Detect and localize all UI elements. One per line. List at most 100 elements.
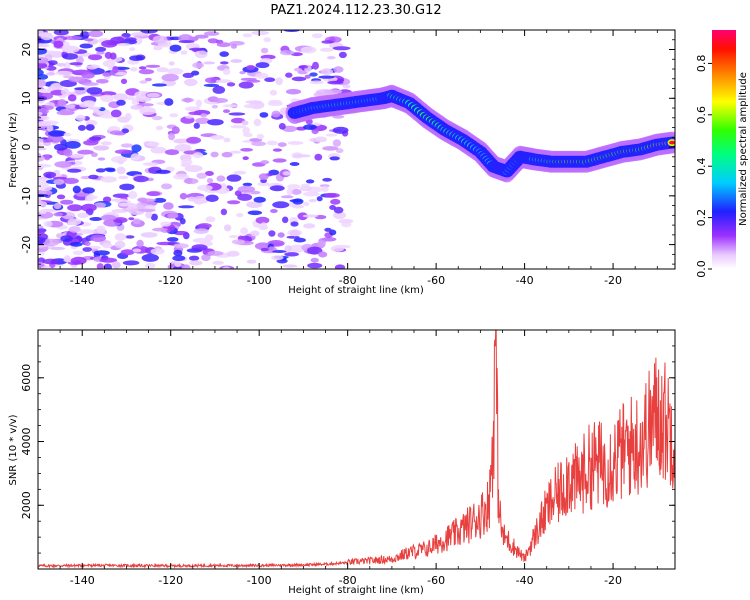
- heatmap-noise-cell: [324, 227, 332, 232]
- heatmap-noise-cell: [287, 184, 301, 190]
- heatmap-noise-cell: [197, 223, 212, 229]
- heatmap-noise-cell: [169, 113, 179, 118]
- heatmap-noise-cell: [146, 191, 161, 196]
- heatmap-noise-cell: [287, 141, 304, 145]
- heatmap-noise-cell: [299, 185, 312, 192]
- snr-ylabel: SNR (10 * v/v): [8, 414, 19, 485]
- heatmap-noise-cell: [100, 91, 117, 96]
- heatmap-noise-cell: [53, 40, 64, 48]
- heatmap-noise-cell: [104, 51, 113, 59]
- spectrogram-y-axis: -20 -10 0 10 20: [20, 29, 675, 265]
- heatmap-noise-cell: [253, 196, 266, 203]
- heatmap-noise-cell: [101, 242, 113, 249]
- heatmap-noise-cell: [42, 258, 60, 265]
- heatmap-noise-cell: [325, 133, 338, 137]
- heatmap-noise-cell: [82, 247, 92, 252]
- heatmap-noise-cell: [213, 98, 228, 103]
- colorbar-tick-label: 0.0: [695, 260, 708, 278]
- heatmap-noise-cell: [263, 37, 272, 43]
- heatmap-noise-cell: [133, 175, 149, 183]
- heatmap-noise-cell: [164, 98, 174, 106]
- heatmap-noise-cell: [64, 35, 82, 41]
- spectrogram-ytick-label: -10: [20, 187, 33, 205]
- heatmap-noise-cell: [113, 217, 128, 224]
- snr-series-line: [38, 330, 675, 569]
- heatmap-noise-cell: [129, 47, 136, 51]
- heatmap-noise-cell: [290, 221, 299, 227]
- heatmap-noise-cell: [105, 168, 116, 173]
- heatmap-noise-cell: [230, 43, 237, 49]
- heatmap-noise-cell: [102, 60, 116, 68]
- heatmap-noise-cell: [255, 216, 270, 224]
- heatmap-noise-cell: [130, 67, 138, 72]
- heatmap-noise-cell: [277, 232, 285, 238]
- spectrogram-frame: [37, 29, 676, 270]
- heatmap-noise-cell: [342, 84, 351, 89]
- heatmap-noise-cell: [84, 241, 91, 247]
- heatmap-noise-cell: [43, 171, 57, 178]
- heatmap-noise-cell: [53, 30, 69, 36]
- heatmap-noise-cell: [275, 77, 283, 86]
- heatmap-noise-cell: [260, 160, 270, 165]
- heatmap-noise-cell: [330, 245, 344, 252]
- heatmap-noise-cell: [40, 32, 54, 41]
- heatmap-noise-cell: [272, 201, 290, 209]
- snr-ytick-label: 6000: [20, 364, 33, 392]
- heatmap-noise-cell: [271, 110, 281, 118]
- heatmap-noise-cell: [103, 263, 112, 269]
- heatmap-noise-cell: [111, 156, 127, 163]
- heatmap-noise-cell: [219, 51, 229, 57]
- spectrogram-xtick-label: -140: [70, 274, 95, 287]
- heatmap-noise-cell: [260, 247, 269, 252]
- heatmap-noise-cell: [150, 248, 165, 255]
- heatmap-noise-cell: [307, 262, 323, 269]
- heatmap-noise-cell: [75, 56, 84, 65]
- heatmap-noise-cell: [223, 109, 230, 113]
- heatmap-noise-cell: [303, 191, 320, 197]
- heatmap-noise-cell: [72, 185, 81, 194]
- heatmap-noise-cell: [306, 246, 323, 255]
- heatmap-noise-cell: [102, 196, 112, 203]
- heatmap-noise-cell: [84, 197, 94, 202]
- heatmap-noise-cell: [146, 92, 160, 98]
- heatmap-noise-cell: [291, 188, 302, 195]
- heatmap-noise-cell: [128, 190, 138, 199]
- heatmap-noise-cell: [120, 249, 135, 256]
- snr-x-axis: -140 -120 -100 -80 -60 -40 -20: [37, 330, 658, 587]
- heatmap-noise-cell: [130, 104, 144, 110]
- heatmap-noise-cell: [285, 72, 293, 78]
- heatmap-noise-cell: [338, 51, 347, 59]
- heatmap-noise-cell: [297, 212, 309, 221]
- heatmap-noise-cell: [136, 239, 144, 248]
- heatmap-noise-cell: [253, 118, 262, 127]
- heatmap-noise-cell: [246, 65, 256, 70]
- heatmap-noise-cell: [332, 126, 349, 134]
- heatmap-noise-cell: [53, 179, 65, 185]
- snr-panel: -140 -120 -100 -80 -60 -40 -20 2000 4000 6000 He…: [8, 329, 676, 596]
- snr-xlabel: Height of straight line (km): [288, 585, 424, 596]
- heatmap-noise-cell: [279, 50, 295, 56]
- heatmap-noise-cell: [62, 53, 78, 60]
- heatmap-noise-cell: [173, 266, 183, 269]
- heatmap-noise-cell: [116, 43, 131, 47]
- heatmap-noise-cell: [38, 153, 42, 162]
- heatmap-noise-cell: [81, 71, 95, 79]
- heatmap-noise-cell: [38, 196, 42, 202]
- heatmap-noise-cell: [239, 71, 246, 75]
- heatmap-noise-cell: [88, 30, 104, 38]
- heatmap-noise-cell: [99, 257, 118, 263]
- heatmap-noise-cell: [152, 35, 168, 44]
- heatmap-noise-cell: [285, 88, 302, 95]
- heatmap-noise-cell: [271, 255, 284, 261]
- heatmap-noise-cell: [88, 174, 99, 180]
- heatmap-noise-cell: [269, 185, 285, 192]
- heatmap-noise-cell: [212, 260, 225, 265]
- heatmap-noise-cell: [147, 141, 160, 147]
- heatmap-noise-cell: [221, 151, 233, 158]
- heatmap-noise-cell: [70, 256, 87, 265]
- heatmap-noise-cell: [118, 175, 129, 180]
- heatmap-noise-cell: [291, 204, 305, 209]
- heatmap-noise-cell: [74, 87, 87, 91]
- heatmap-noise-cell: [152, 227, 168, 232]
